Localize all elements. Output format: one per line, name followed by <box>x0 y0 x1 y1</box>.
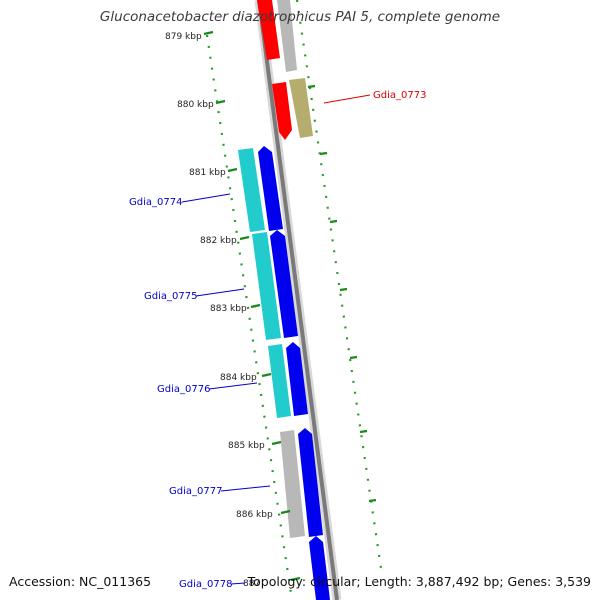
gene-feature-gdia-0775[interactable] <box>252 232 281 340</box>
kbp-tick-labels: 879 kbp 880 kbp 881 kbp 882 kbp 883 kbp … <box>165 32 273 589</box>
gene-feature-red[interactable] <box>272 82 292 140</box>
gene-feature-blue-1[interactable] <box>258 146 283 231</box>
gene-feature-gdia-0776[interactable] <box>268 344 291 418</box>
tick-label: 886 kbp <box>236 510 273 520</box>
tick-label: 883 kbp <box>210 304 247 314</box>
gene-labels: Gdia_0773 Gdia_0774 Gdia_0775 Gdia_0776 … <box>129 90 426 590</box>
tick-label: 879 kbp <box>165 32 202 42</box>
gene-feature-gdia-0774[interactable] <box>238 148 265 232</box>
gene-label-gdia-0776[interactable]: Gdia_0776 <box>157 384 210 395</box>
gene-features <box>238 0 330 600</box>
gene-label-gdia-0775[interactable]: Gdia_0775 <box>144 291 197 302</box>
genome-backbone <box>254 0 342 600</box>
gene-feature-blue-5[interactable] <box>309 536 330 600</box>
gene-feature-gdia-0773[interactable] <box>289 78 313 138</box>
gene-feature-gdia-0777[interactable] <box>280 430 305 538</box>
gene-label-gdia-0777[interactable]: Gdia_0777 <box>169 486 222 497</box>
gene-label-gdia-0778[interactable]: Gdia_0778 <box>179 579 232 590</box>
gene-label-leaders <box>181 94 371 585</box>
tick-label: 887 <box>243 579 260 589</box>
gene-label-gdia-0773[interactable]: Gdia_0773 <box>373 90 426 101</box>
gene-feature-red-top[interactable] <box>257 0 280 60</box>
gene-feature-blue-2[interactable] <box>270 230 298 338</box>
gene-feature-blue-4[interactable] <box>298 428 323 537</box>
tick-label: 882 kbp <box>200 236 237 246</box>
tick-label: 880 kbp <box>177 100 214 110</box>
tick-label: 881 kbp <box>189 168 226 178</box>
genome-title: Gluconacetobacter diazotrophicus PAI 5, … <box>99 9 501 25</box>
tick-label: 884 kbp <box>220 373 257 383</box>
gene-label-gdia-0774[interactable]: Gdia_0774 <box>129 197 182 208</box>
outer-tick-marks <box>307 84 377 503</box>
kbp-tick-marks <box>203 30 301 582</box>
genome-summary-text: Topology: circular; Length: 3,887,492 bp… <box>247 574 591 589</box>
dotted-guide-lines <box>205 0 384 600</box>
accession-text: Accession: NC_011365 <box>9 574 152 589</box>
gene-feature-blue-3[interactable] <box>286 342 308 416</box>
tick-label: 885 kbp <box>228 441 265 451</box>
gene-feature-gray-top[interactable] <box>277 0 297 72</box>
